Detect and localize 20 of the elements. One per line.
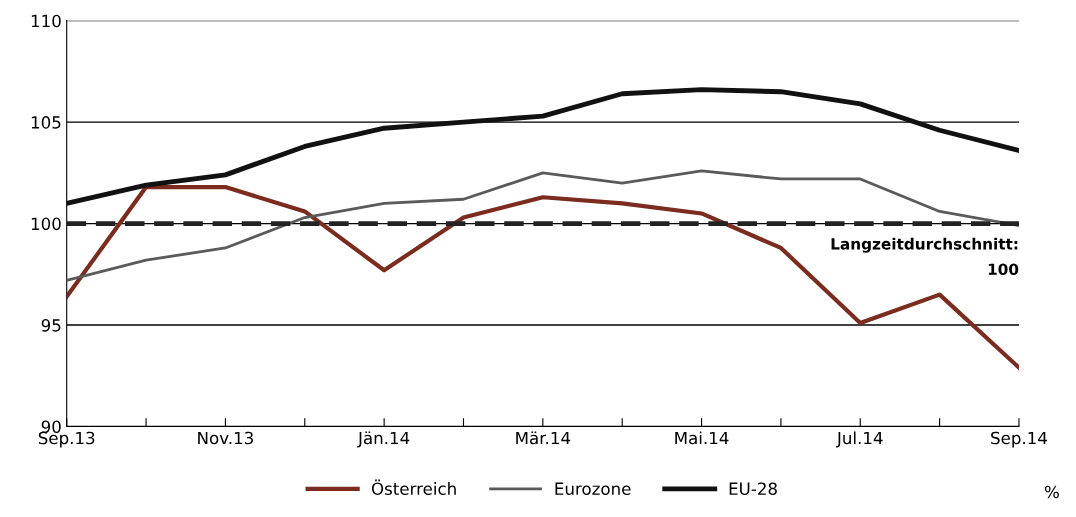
legend-label: EU-28: [729, 482, 777, 496]
text: %: [1044, 485, 1059, 499]
ref-line-label: Langzeitdurchschnitt: 100: [831, 237, 1019, 275]
y-tick-label: 100: [31, 217, 61, 231]
x-tick-label: Jul.14: [836, 431, 883, 448]
legend-label: Eurozone: [555, 482, 631, 496]
y-tick-label: 110: [31, 14, 61, 28]
line-series: [66, 184, 1019, 370]
line-series: [66, 169, 1019, 282]
x-tick-label: Nov.13: [198, 431, 253, 445]
x-tick-label: Sep.13: [38, 431, 95, 448]
x-tick-label: Mai.14: [675, 431, 729, 445]
y-tick-label: 95: [41, 319, 61, 332]
x-tick-label: Mär.14: [516, 431, 571, 445]
y-tick-label: 90: [41, 420, 61, 434]
x-tick-label: Sep.14: [991, 431, 1047, 448]
line-series: [66, 87, 1019, 206]
x-tick-label: Jän.14: [357, 431, 410, 448]
legend-label: Österreich: [371, 479, 456, 496]
y-tick-label: 105: [31, 116, 61, 129]
